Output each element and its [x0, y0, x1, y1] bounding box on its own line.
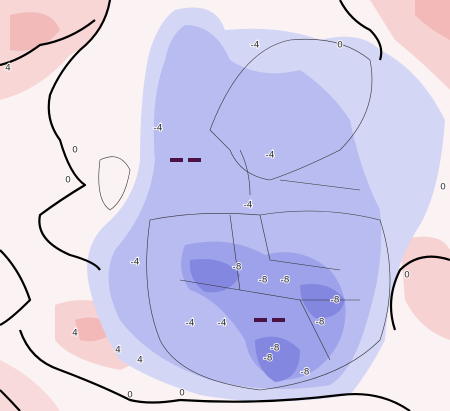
contour-label: -4 — [244, 201, 253, 211]
contour-label: -4 — [186, 319, 195, 329]
contour-label: -8 — [281, 276, 290, 286]
contour-label: 0 — [440, 183, 446, 193]
contour-label: -8 — [259, 276, 268, 286]
contour-label: -4 — [218, 319, 227, 329]
contour-label: -4 — [251, 41, 260, 51]
contour-labels: -4 0 4 0 0 -4 -4 -4 -4 -8 -8 -8 -8 -8 -4… — [4, 40, 447, 402]
contour-label: 4 — [72, 329, 78, 339]
contour-label: -8 — [316, 318, 325, 328]
contour-label: -8 — [271, 344, 280, 354]
land-outlines — [98, 38, 391, 391]
contour-label: 0 — [337, 41, 343, 51]
cold-core — [189, 259, 345, 382]
contour-label: -8 — [301, 368, 310, 378]
contour-label: -8 — [264, 354, 273, 364]
contour-label: 0 — [179, 389, 185, 399]
contour-label: 4 — [115, 346, 121, 356]
contour-label: -4 — [154, 124, 163, 134]
contour-label: 0 — [404, 271, 410, 281]
contour-label: 4 — [5, 64, 11, 74]
contour-label: 4 — [137, 356, 143, 366]
contour-label: 0 — [65, 176, 71, 186]
contour-label: -8 — [331, 296, 340, 306]
contour-label: -4 — [131, 258, 140, 268]
contour-label: 0 — [127, 391, 133, 401]
markers — [170, 158, 285, 322]
contour-label: -4 — [266, 151, 275, 161]
contour-label: -8 — [233, 263, 242, 273]
contour-label: 0 — [72, 146, 78, 156]
